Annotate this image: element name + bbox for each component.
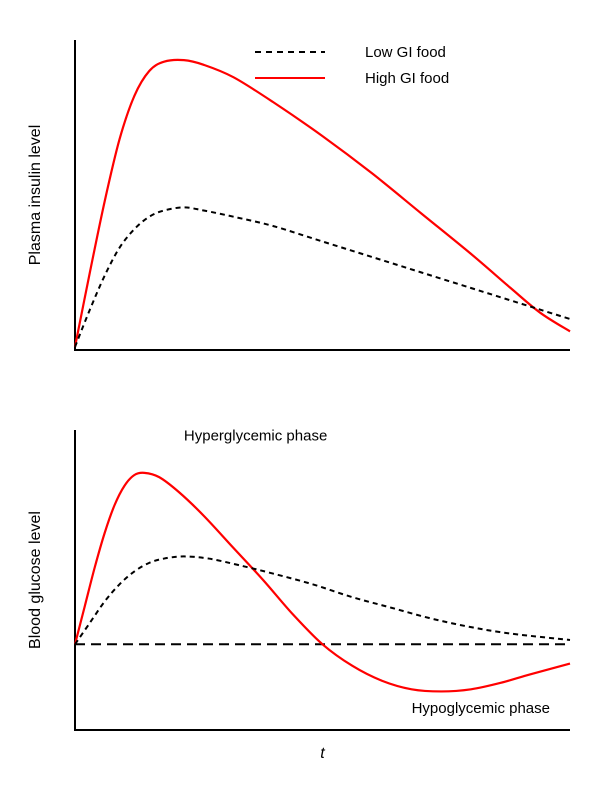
annotation-1: Hypoglycemic phase <box>412 700 550 717</box>
series-high-gi <box>75 473 570 692</box>
annotation-0: Hyperglycemic phase <box>184 428 327 445</box>
series-low-gi <box>75 207 570 347</box>
y-axis-label: Plasma insulin level <box>27 125 44 266</box>
legend-label-1: High GI food <box>365 70 449 87</box>
series-low-gi <box>75 556 570 644</box>
legend: Low GI food High GI food <box>255 44 449 87</box>
bottom-chart: Blood glucose level t Hyperglycemic phase H… <box>27 428 570 762</box>
top-chart: Plasma insulin level <box>27 40 570 350</box>
series-high-gi <box>75 60 570 347</box>
axes <box>75 40 570 350</box>
y-axis-label: Blood glucose level <box>27 511 44 649</box>
legend-label-0: Low GI food <box>365 44 446 61</box>
x-axis-label: t <box>320 745 325 762</box>
